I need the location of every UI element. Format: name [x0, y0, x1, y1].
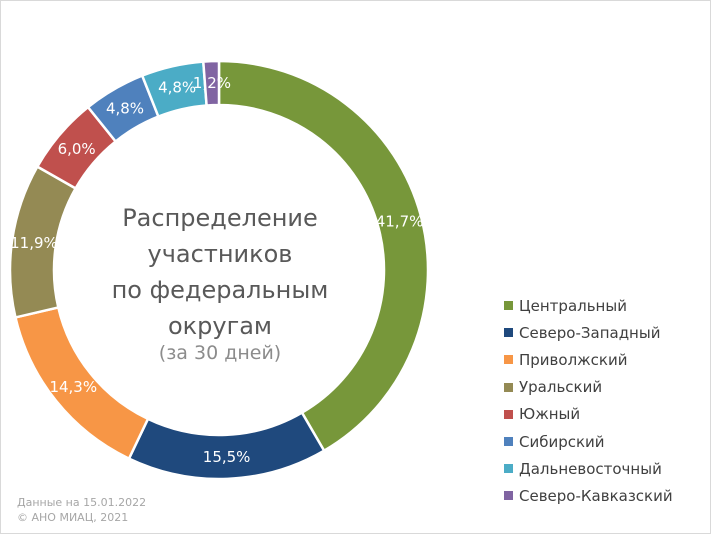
- legend-label: Приволжский: [519, 350, 628, 369]
- slice-data-label: 4,8%: [106, 99, 144, 117]
- footnote-date: Данные на 15.01.2022: [17, 496, 147, 509]
- slice-data-label: 14,3%: [49, 378, 97, 396]
- donut-slices: [8, 59, 430, 481]
- legend-swatch: [504, 464, 513, 474]
- slice-data-label: 11,9%: [10, 234, 58, 252]
- footnote-copyright: © АНО МИАЦ, 2021: [17, 511, 129, 524]
- legend-label: Центральный: [519, 296, 627, 315]
- slice-data-label: 15,5%: [203, 448, 251, 466]
- legend-item: Приволжский: [504, 346, 709, 373]
- legend-item: Сибирский: [504, 428, 709, 455]
- footnote: Данные на 15.01.2022 © АНО МИАЦ, 2021: [17, 495, 146, 525]
- legend-label: Северо-Кавказский: [519, 486, 673, 505]
- legend-item: Южный: [504, 401, 709, 428]
- slice-data-label: 1,2%: [193, 74, 231, 92]
- legend-label: Южный: [519, 405, 581, 424]
- chart-title-line: Распределение: [122, 204, 318, 232]
- donut-data-labels: 41,7%15,5%14,3%11,9%6,0%4,8%4,8%1,2%: [10, 74, 423, 466]
- legend-swatch: [504, 355, 513, 365]
- legend-label: Северо-Западный: [519, 323, 661, 342]
- legend-item: Центральный: [504, 292, 709, 319]
- chart-subtitle: (за 30 дней): [158, 342, 282, 364]
- chart-title: Распределение участников по федеральным …: [90, 200, 350, 344]
- legend-item: Северо-Западный: [504, 319, 709, 346]
- legend-item: Северо-Кавказский: [504, 482, 709, 509]
- legend-label: Уральский: [519, 378, 603, 397]
- legend-swatch: [504, 328, 513, 338]
- slice-data-label: 4,8%: [158, 79, 196, 97]
- donut-slice: [127, 410, 326, 481]
- legend-label: Сибирский: [519, 432, 605, 451]
- legend-swatch: [504, 491, 513, 501]
- donut-slice: [217, 59, 430, 453]
- slice-data-label: 41,7%: [376, 212, 424, 230]
- chart-title-line: участников: [147, 240, 293, 268]
- legend-item: Дальневосточный: [504, 455, 709, 482]
- chart-title-line: по федеральным: [111, 276, 329, 304]
- slice-data-label: 6,0%: [58, 140, 96, 158]
- legend-swatch: [504, 382, 513, 392]
- legend-swatch: [504, 301, 513, 311]
- donut-slice: [201, 59, 221, 107]
- legend-swatch: [504, 437, 513, 447]
- legend-label: Дальневосточный: [519, 459, 662, 478]
- legend-item: Уральский: [504, 374, 709, 401]
- legend-swatch: [504, 409, 513, 419]
- chart-legend: Центральный Северо-Западный Приволжский Ура…: [504, 292, 709, 510]
- chart-title-line: округам: [167, 312, 273, 340]
